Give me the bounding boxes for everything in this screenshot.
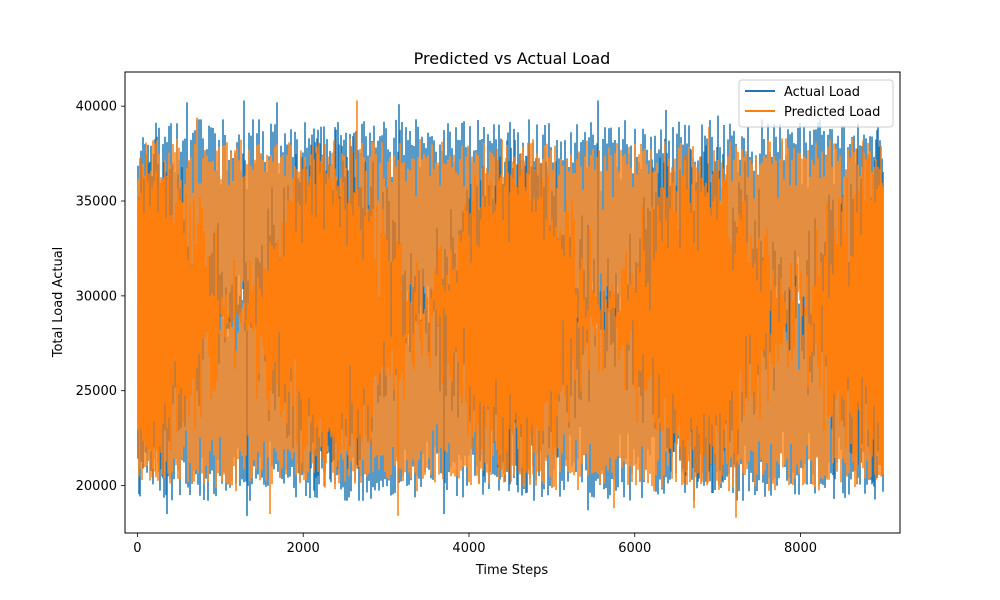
- y-tick-label: 20000: [76, 479, 117, 494]
- x-tick-label: 2000: [287, 541, 320, 556]
- x-tick-label: 8000: [784, 541, 817, 556]
- y-axis: 20000 25000 30000 35000 40000: [76, 100, 125, 494]
- plot-frame: [124, 71, 901, 534]
- x-tick-label: 6000: [618, 541, 651, 556]
- x-axis-label: Time Steps: [475, 563, 549, 578]
- y-tick-label: 25000: [76, 384, 117, 399]
- series-line-predicted-load: [137, 100, 884, 518]
- legend-actual-label: Actual Load: [784, 85, 860, 100]
- legend-predicted-label: Predicted Load: [784, 105, 880, 120]
- x-tick-label: 4000: [452, 541, 485, 556]
- y-tick-label: 40000: [76, 100, 117, 115]
- y-axis-label: Total Load Actual: [51, 247, 66, 359]
- legend[interactable]: Actual Load Predicted Load: [738, 79, 894, 128]
- y-tick-label: 30000: [76, 289, 117, 304]
- chart-title: Predicted vs Actual Load: [414, 49, 611, 68]
- plot-area: [137, 100, 884, 518]
- legend-box: [738, 79, 894, 128]
- y-tick-label: 35000: [76, 195, 117, 210]
- x-axis: 0 2000 4000 6000 8000: [133, 533, 817, 556]
- x-tick-label: 0: [133, 541, 141, 556]
